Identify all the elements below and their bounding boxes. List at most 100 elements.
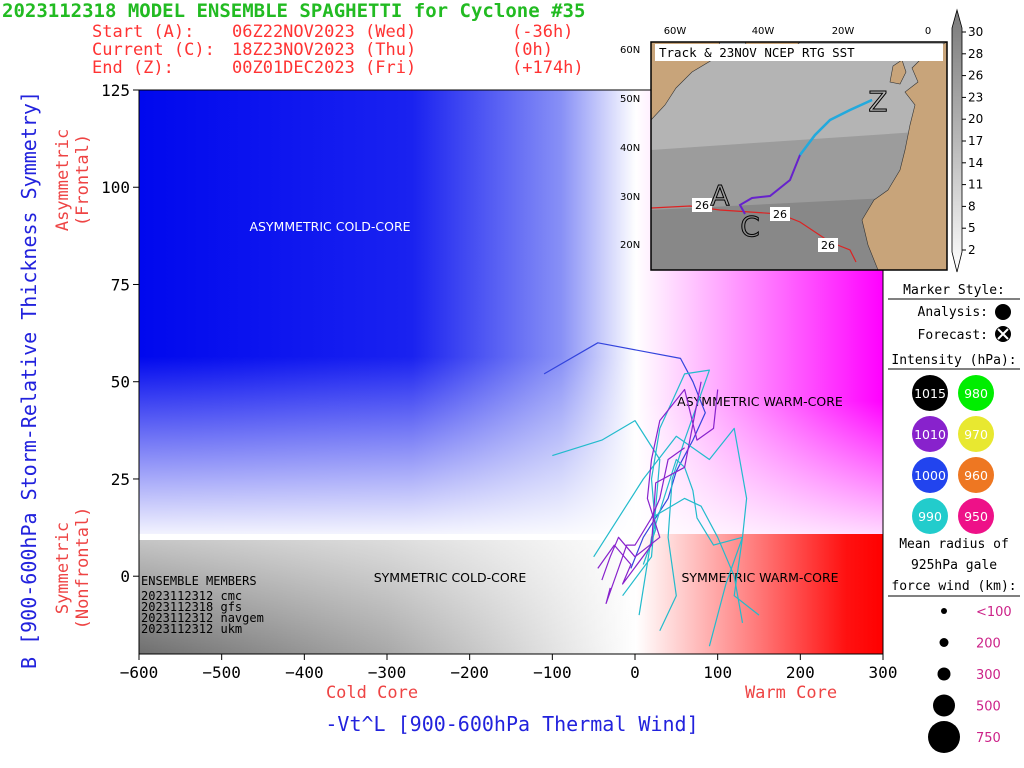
- x-tick-label: −500: [202, 663, 241, 682]
- start-offset: (-36h): [512, 22, 573, 42]
- y-tick-label: 50: [111, 373, 130, 392]
- colorbar-tick-label: 23: [968, 90, 983, 104]
- x-tick-label: 200: [786, 663, 815, 682]
- sst-label: 26: [821, 239, 835, 252]
- start-time: 06Z22NOV2023 (Wed): [232, 22, 416, 42]
- ensemble-member: 2023112312 navgem: [141, 611, 264, 625]
- inset-lon-tick: 60W: [664, 26, 687, 37]
- ensemble-track-line: [601, 388, 719, 581]
- sst-label-box: [692, 198, 712, 212]
- intensity-swatch: [912, 416, 948, 452]
- inset-lon-tick: 20W: [832, 26, 855, 37]
- asym-cold-fade: [139, 90, 636, 534]
- ensemble-track-line: [638, 458, 760, 616]
- intensity-value: 1015: [914, 386, 946, 401]
- colorbar-tick-label: 2: [968, 243, 976, 257]
- inset-map: 26 26 26 A C Z Track & 23NOV NCEP RTG SS…: [620, 26, 948, 271]
- plot-frame: [138, 89, 884, 655]
- x-tick-label: 100: [703, 663, 732, 682]
- ensemble-member: 2023112318 gfs: [141, 600, 242, 614]
- radius-label: <100: [976, 605, 1012, 620]
- y-axis-label: B [900-600hPa Storm-Relative Thickness S…: [17, 91, 41, 669]
- sym-warm-region: [636, 534, 883, 654]
- forecast-marker: [995, 326, 1011, 342]
- colorbar-tick-label: 30: [968, 25, 983, 39]
- x-tick-label: −400: [285, 663, 324, 682]
- chart-title: 2023112318 MODEL ENSEMBLE SPAGHETTI for …: [2, 0, 585, 22]
- intensity-value: 970: [964, 427, 988, 442]
- ensemble-member: 2023112312 ukm: [141, 622, 242, 636]
- label-asym-warm: ASYMMETRIC WARM-CORE: [677, 394, 843, 409]
- radius-marker: [939, 638, 949, 647]
- intensity-value: 980: [964, 386, 988, 401]
- y-sublabel-sym-2: (Nonfrontal): [73, 507, 93, 630]
- ensemble-track-line: [642, 369, 711, 631]
- track-label-z: Z: [868, 85, 887, 118]
- divider-band: [139, 534, 636, 540]
- radius-label: 300: [976, 668, 1001, 683]
- inset-lat-tick: 60N: [620, 45, 640, 56]
- ensemble-track-line: [605, 447, 685, 605]
- y-tick-label: 125: [101, 81, 130, 100]
- current-offset: (0h): [512, 40, 553, 60]
- inset-lat-tick: 40N: [620, 143, 640, 154]
- intensity-value: 990: [918, 509, 942, 524]
- inset-title-box: [655, 44, 943, 61]
- radius-label: 200: [976, 637, 1001, 652]
- intensity-swatch: [912, 498, 948, 534]
- legend: Marker Style: Analysis: Forecast: Intens…: [888, 283, 1020, 753]
- intensity-value: 1000: [914, 468, 946, 483]
- axes: −600 −500 −400 −300 −200 −100 0 100 200 300 0 25 50 7…: [101, 81, 897, 682]
- inset-title: Track & 23NOV NCEP RTG SST: [659, 45, 855, 60]
- current-label: Current (C):: [92, 40, 215, 60]
- intensity-swatch: [958, 416, 994, 452]
- header-info: Start (A): 06Z22NOV2023 (Wed) (-36h) Cur…: [92, 22, 584, 78]
- sst-label: 26: [773, 208, 787, 221]
- inset-lon-tick: 40W: [752, 26, 775, 37]
- colorbar-tick-label: 17: [968, 134, 983, 148]
- y-tick-label: 0: [120, 567, 130, 586]
- forecast-label: Forecast:: [918, 328, 988, 343]
- colorbar-tick-label: 26: [968, 69, 983, 83]
- ensemble-header: ENSEMBLE MEMBERS: [141, 574, 257, 588]
- colorbar-body: [951, 8, 963, 273]
- intensity-legend: 1015 980 1010 970 1000 960 990 950: [912, 375, 994, 534]
- y-tick-label: 75: [111, 275, 130, 294]
- y-tick-label: 25: [111, 470, 130, 489]
- inset-lat-tick: 30N: [620, 192, 640, 203]
- track-label-a: A: [710, 179, 729, 212]
- radius-marker: [928, 721, 960, 753]
- x-sublabel-warm: Warm Core: [745, 683, 837, 703]
- inset-land-europe: [861, 41, 948, 271]
- inset-frame: [650, 41, 948, 271]
- ensemble-track-line: [552, 420, 661, 597]
- x-tick-label: 300: [869, 663, 898, 682]
- radius-legend: <100 200 300 500 750: [928, 605, 1012, 753]
- radius-marker: [937, 667, 951, 681]
- colorbar-tick-label: 5: [968, 221, 976, 235]
- ensemble-track-line: [597, 381, 702, 585]
- radius-title: 925hPa gale: [911, 558, 997, 573]
- radius-label: 750: [976, 731, 1001, 746]
- track-label-c: C: [740, 210, 760, 243]
- analysis-label: Analysis:: [918, 305, 988, 320]
- end-label: End (Z):: [92, 58, 174, 78]
- intensity-title: Intensity (hPa):: [891, 353, 1016, 368]
- x-tick-label: 0: [630, 663, 640, 682]
- intensity-value: 1010: [914, 427, 946, 442]
- ensemble-tracks: [543, 342, 760, 647]
- intensity-value: 950: [964, 509, 988, 524]
- x-tick-label: −600: [120, 663, 159, 682]
- ensemble-members: ENSEMBLE MEMBERS 2023112312 cmc 20231123…: [141, 574, 264, 636]
- colorbar-tick-label: 28: [968, 47, 983, 61]
- label-sym-warm: SYMMETRIC WARM-CORE: [681, 570, 838, 585]
- intensity-swatch: [912, 375, 948, 411]
- y-sublabel-asym: Asymmetric: [53, 129, 73, 231]
- inset-track-line-forecast: [799, 98, 873, 156]
- ensemble-member: 2023112312 cmc: [141, 589, 242, 603]
- sst-label-box: [770, 207, 790, 221]
- colorbar-tick-label: 8: [968, 199, 976, 213]
- intensity-swatch: [912, 457, 948, 493]
- start-label: Start (A):: [92, 22, 194, 42]
